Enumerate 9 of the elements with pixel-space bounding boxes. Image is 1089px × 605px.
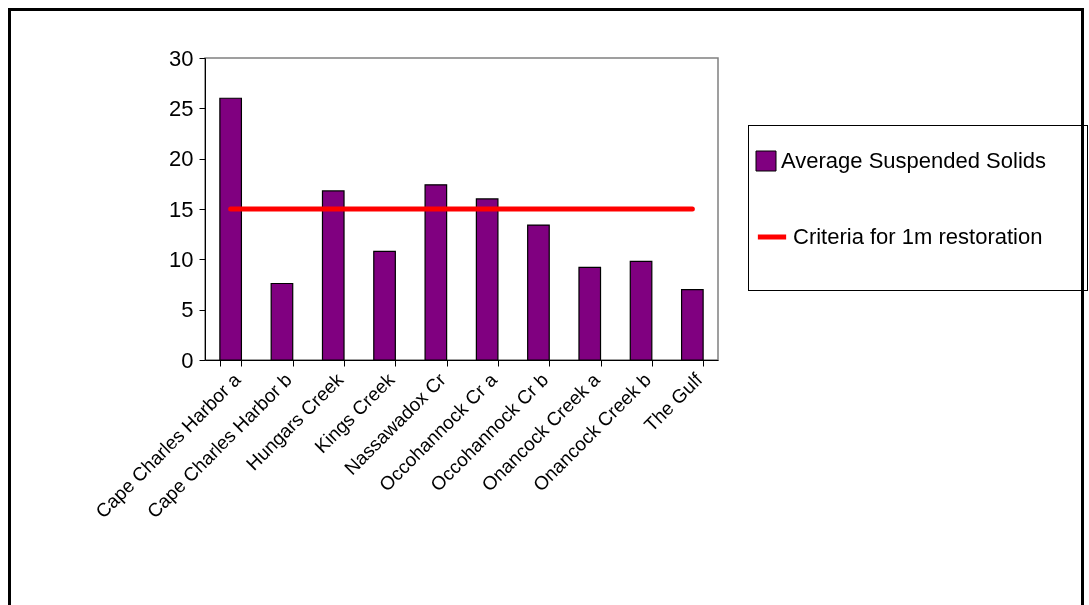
y-tick-label: 0 (181, 347, 194, 373)
y-tick-label: 5 (181, 297, 194, 323)
y-tick-label: 25 (169, 95, 194, 121)
legend-label: Criteria for 1m restoration (793, 224, 1043, 249)
y-tick-label: 30 (169, 45, 194, 71)
y-tick-label: 20 (169, 146, 194, 172)
y-tick-label: 15 (169, 196, 194, 222)
legend-label: Average Suspended Solids (781, 148, 1047, 173)
y-tick-label: 10 (169, 246, 194, 272)
